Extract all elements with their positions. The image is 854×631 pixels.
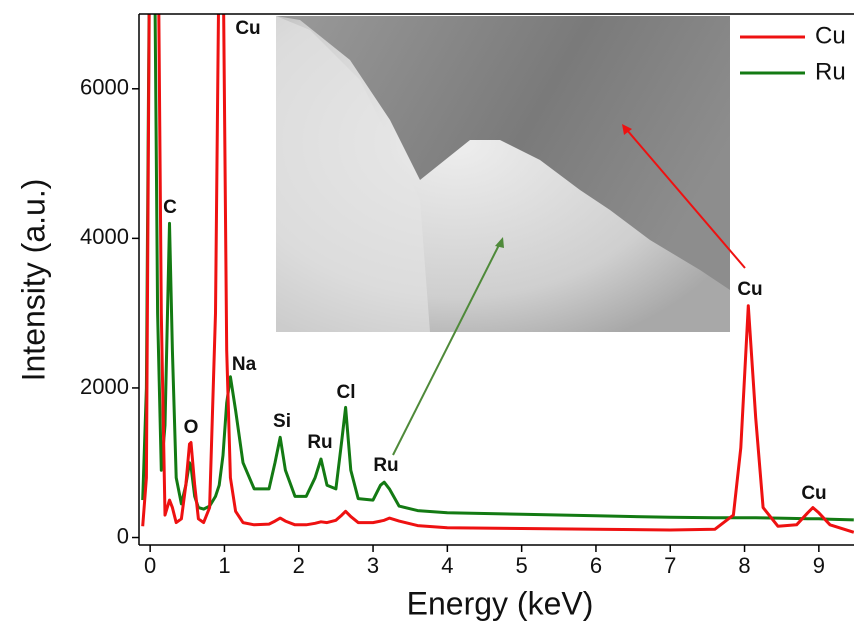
x-tick-label: 1 bbox=[218, 553, 230, 578]
arrow-head bbox=[622, 124, 632, 135]
arrow bbox=[626, 129, 746, 269]
plot-area bbox=[141, 14, 854, 534]
legend-label: Ru bbox=[815, 58, 846, 85]
x-tick-label: 9 bbox=[813, 553, 825, 578]
peak-label: Ru bbox=[307, 432, 332, 453]
peak-label: Na bbox=[232, 354, 257, 375]
x-axis-label: Energy (keV) bbox=[407, 585, 594, 621]
legend-label: Cu bbox=[815, 22, 846, 49]
x-tick-label: 5 bbox=[516, 553, 528, 578]
x-tick-label: 3 bbox=[367, 553, 379, 578]
x-tick-label: 0 bbox=[144, 553, 156, 578]
y-tick-label: 6000 bbox=[80, 75, 129, 100]
peak-label: Cu bbox=[235, 18, 260, 39]
x-tick-label: 2 bbox=[293, 553, 305, 578]
arrow bbox=[392, 242, 501, 456]
y-tick-label: 2000 bbox=[80, 374, 129, 399]
peak-label: Si bbox=[273, 411, 291, 432]
y-tick-label: 0 bbox=[117, 523, 129, 548]
x-tick-label: 7 bbox=[664, 553, 676, 578]
peak-label: O bbox=[184, 417, 199, 438]
peak-label: Cu bbox=[801, 483, 826, 504]
peak-label: Cu bbox=[737, 279, 762, 300]
x-tick-label: 4 bbox=[441, 553, 453, 578]
peak-label: Ru bbox=[373, 455, 398, 476]
inset-image bbox=[276, 16, 730, 332]
x-tick-label: 8 bbox=[738, 553, 750, 578]
x-tick-label: 6 bbox=[590, 553, 602, 578]
peak-label: C bbox=[163, 197, 177, 218]
arrow-head bbox=[495, 237, 504, 248]
y-axis-label: Intensity (a.u.) bbox=[15, 179, 51, 382]
y-tick-label: 4000 bbox=[80, 224, 129, 249]
series-line bbox=[141, 14, 854, 534]
axes bbox=[138, 13, 854, 546]
peak-label: Cl bbox=[337, 382, 356, 403]
